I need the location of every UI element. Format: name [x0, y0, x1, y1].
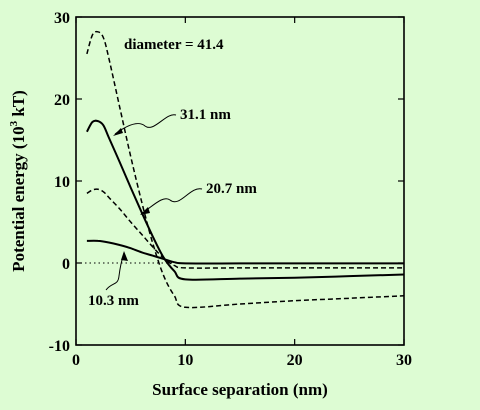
annotation-diameter: diameter = 41.4 [124, 37, 224, 53]
y-tick-label: 10 [54, 174, 70, 191]
leader-31nm-arrowhead [113, 128, 123, 136]
annotation-31nm: 31.1 nm [180, 107, 231, 123]
y-axis-title: Potential energy (103 kT) [8, 90, 28, 272]
y-axis-title-main: Potential energy (10 [9, 126, 28, 271]
leader-20nm [140, 188, 203, 215]
series-line-3 [86, 188, 404, 269]
x-tick-label: 0 [72, 352, 80, 369]
annotation-10nm: 10.3 nm [88, 293, 139, 309]
y-axis-title-superscript: 3 [8, 120, 20, 126]
annotation-20nm: 20.7 nm [206, 181, 257, 197]
y-tick-label: 0 [62, 256, 70, 273]
x-tick-label: 20 [287, 352, 303, 369]
leader-20nm-arrowhead [140, 207, 150, 215]
series-line-4 [86, 239, 404, 265]
y-axis-title-tail: kT) [9, 90, 28, 121]
series-line-2 [86, 119, 405, 281]
y-tick-label: -10 [49, 338, 70, 355]
leader-10nm [105, 252, 125, 291]
leader-10nm-arrowhead [121, 251, 128, 261]
x-tick-label: 30 [396, 352, 412, 369]
y-tick-label: 20 [54, 92, 70, 109]
leader-31nm [114, 114, 177, 135]
y-tick-label: 30 [54, 10, 70, 27]
x-axis-title: Surface separation (nm) [152, 380, 328, 399]
x-tick-label: 10 [177, 352, 193, 369]
